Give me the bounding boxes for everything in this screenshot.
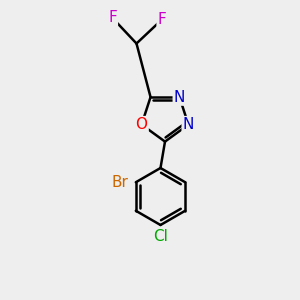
Text: N: N [174, 90, 185, 105]
Text: Cl: Cl [153, 229, 168, 244]
Text: Br: Br [111, 175, 128, 190]
Text: F: F [158, 12, 166, 27]
Text: O: O [136, 117, 148, 132]
Text: F: F [108, 11, 117, 26]
Text: N: N [183, 117, 194, 132]
